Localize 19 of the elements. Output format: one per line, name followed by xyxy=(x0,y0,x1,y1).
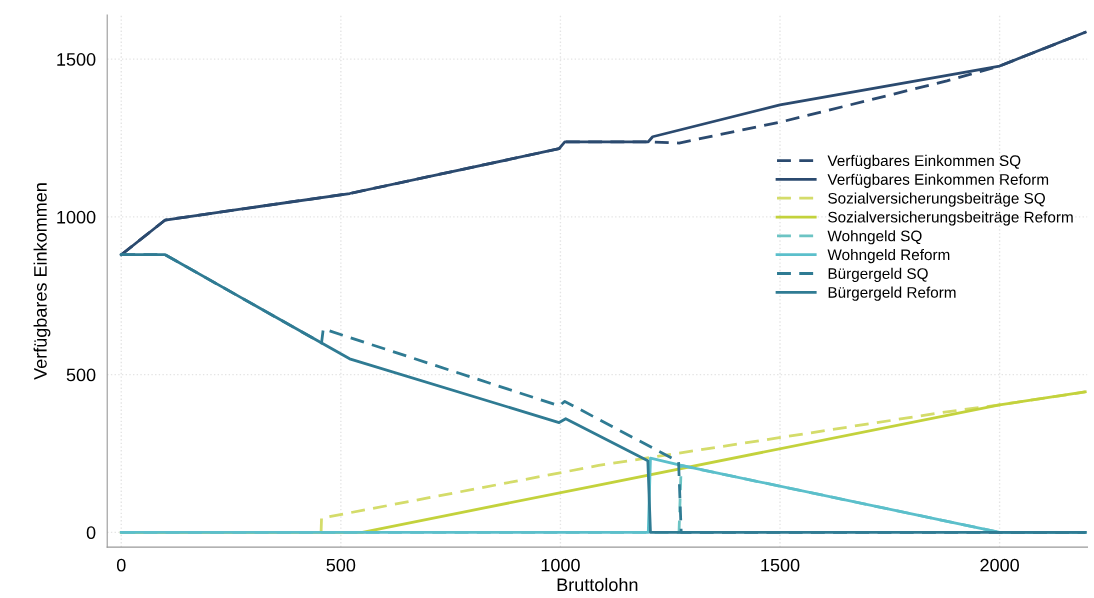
x-tick-label: 0 xyxy=(116,558,126,572)
x-tick-label: 1500 xyxy=(761,558,800,572)
y-tick-label: 500 xyxy=(66,368,96,382)
y-tick-label: 0 xyxy=(86,526,96,540)
x-axis-title: Bruttolohn xyxy=(557,577,638,592)
legend-label: Sozialversicherungsbeiträge SQ xyxy=(828,192,1045,207)
x-tick-label: 2000 xyxy=(980,558,1019,572)
legend-label: Bürgergeld Reform xyxy=(828,286,956,301)
legend-label: Verfügbares Einkommen SQ xyxy=(827,154,1021,170)
y-tick-label: 1000 xyxy=(57,210,96,224)
x-tick-label: 1000 xyxy=(541,558,580,572)
legend-label: Wohngeld Reform xyxy=(827,248,950,264)
y-axis-title: Verfügbares Einkommen xyxy=(33,183,51,380)
x-tick-label: 500 xyxy=(326,558,356,572)
y-tick-label: 1500 xyxy=(57,53,96,66)
legend-label: Sozialversicherungsbeiträge Reform xyxy=(828,211,1073,226)
legend-label: Verfügbares Einkommen Reform xyxy=(827,173,1049,188)
legend-label: Bürgergeld SQ xyxy=(828,267,928,283)
legend-label: Wohngeld SQ xyxy=(827,230,922,245)
